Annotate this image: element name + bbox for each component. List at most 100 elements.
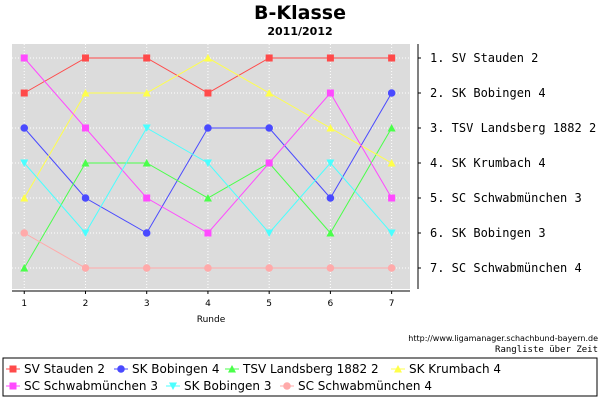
rank-label: 2. SK Bobingen 4 xyxy=(430,86,546,100)
data-point xyxy=(81,124,89,132)
series-sc-schwabm-nchen-3 xyxy=(20,54,396,237)
x-tick-label: 4 xyxy=(205,299,211,309)
data-point xyxy=(143,194,151,202)
data-point xyxy=(387,124,396,132)
legend: SV Stauden 2 SK Bobingen 4 TSV Landsberg 1… xyxy=(6,362,501,393)
data-point xyxy=(387,89,396,97)
rank-label: 3. TSV Landsberg 1882 2 xyxy=(430,121,596,135)
data-point xyxy=(142,124,151,132)
series-group xyxy=(20,54,396,272)
legend-swatch-marker xyxy=(394,365,402,373)
data-point xyxy=(265,54,273,62)
data-point xyxy=(20,54,28,62)
chart-title: B-Klasse xyxy=(254,2,346,24)
x-tick-label: 7 xyxy=(389,299,395,309)
data-point xyxy=(388,194,396,202)
x-tick-label: 2 xyxy=(83,299,89,309)
series-sk-bobingen-3 xyxy=(20,124,396,237)
rank-label: 7. SC Schwabmünchen 4 xyxy=(430,261,582,275)
x-tick-label: 3 xyxy=(144,299,150,309)
rank-label: 6. SK Bobingen 3 xyxy=(430,226,546,240)
data-point xyxy=(204,124,212,132)
data-point xyxy=(265,159,273,167)
rank-label: 1. SV Stauden 2 xyxy=(430,51,538,65)
legend-swatch-marker xyxy=(9,365,17,373)
credit-text: http://www.ligamanager.schachbund-bayern… xyxy=(408,334,598,343)
data-point xyxy=(387,264,396,272)
data-point xyxy=(20,229,29,237)
legend-label: SK Krumbach 4 xyxy=(409,362,501,376)
legend-swatch-marker xyxy=(283,382,291,390)
series-sk-krumbach-4 xyxy=(20,54,396,202)
data-point xyxy=(203,159,212,167)
data-point xyxy=(203,194,212,202)
data-point xyxy=(203,54,212,62)
legend-label: TSV Landsberg 1882 2 xyxy=(242,362,379,376)
data-point xyxy=(326,194,335,202)
data-point xyxy=(265,229,274,237)
data-point xyxy=(265,264,273,272)
data-point xyxy=(143,54,151,62)
data-point xyxy=(326,229,335,237)
data-point xyxy=(265,89,274,97)
data-point xyxy=(326,159,335,167)
legend-item: TSV Landsberg 1882 2 xyxy=(225,362,379,376)
data-point xyxy=(142,229,151,237)
data-point xyxy=(326,124,335,132)
data-point xyxy=(142,264,151,272)
data-point xyxy=(204,229,212,237)
data-point xyxy=(20,264,29,272)
data-point xyxy=(81,54,89,62)
series-sc-schwabm-nchen-4 xyxy=(20,229,396,272)
data-point xyxy=(81,264,90,272)
series-sv-stauden-2 xyxy=(20,54,396,97)
data-point xyxy=(326,54,334,62)
legend-label: SK Bobingen 3 xyxy=(184,379,272,393)
x-axis-label: Runde xyxy=(197,315,226,325)
data-point xyxy=(142,159,151,167)
data-point xyxy=(81,194,90,202)
legend-label: SC Schwabmünchen 3 xyxy=(24,379,158,393)
data-point xyxy=(81,89,90,97)
data-point xyxy=(20,159,29,167)
series-sk-bobingen-4 xyxy=(20,89,396,237)
legend-swatch-marker xyxy=(228,365,236,373)
data-point xyxy=(81,159,90,167)
legend-swatch-marker xyxy=(9,382,17,390)
x-tick-label: 1 xyxy=(21,299,27,309)
data-point xyxy=(387,159,396,167)
legend-swatch-marker xyxy=(169,382,177,390)
data-point xyxy=(20,124,29,132)
legend-label: SC Schwabmünchen 4 xyxy=(298,379,432,393)
chart-subtitle: 2011/2012 xyxy=(267,25,332,38)
data-point xyxy=(326,264,335,272)
legend-item: SV Stauden 2 xyxy=(6,362,105,376)
x-tick-label: 5 xyxy=(266,299,272,309)
legend-item: SC Schwabmünchen 4 xyxy=(280,379,432,393)
data-point xyxy=(387,229,396,237)
x-tick-label: 6 xyxy=(328,299,334,309)
data-point xyxy=(81,229,90,237)
data-point xyxy=(204,89,212,97)
final-ranking: 1. SV Stauden 2 2. SK Bobingen 4 3. TSV La… xyxy=(430,51,596,275)
legend-label: SK Bobingen 4 xyxy=(132,362,220,376)
legend-swatch-marker xyxy=(117,365,125,373)
data-point xyxy=(326,89,334,97)
legend-item: SK Bobingen 4 xyxy=(114,362,220,376)
data-point xyxy=(142,89,151,97)
data-point xyxy=(20,194,29,202)
rank-label: 4. SK Krumbach 4 xyxy=(430,156,546,170)
data-point xyxy=(204,264,212,272)
legend-item: SC Schwabmünchen 3 xyxy=(6,379,158,393)
data-point xyxy=(388,54,396,62)
legend-item: SK Bobingen 3 xyxy=(166,379,272,393)
legend-item: SK Krumbach 4 xyxy=(391,362,501,376)
legend-label: SV Stauden 2 xyxy=(24,362,105,376)
axes: 1 2 3 4 5 6 7 xyxy=(12,44,421,309)
legend-box xyxy=(2,357,598,397)
rank-label: 5. SC Schwabmünchen 3 xyxy=(430,191,582,205)
data-point xyxy=(20,89,28,97)
caption-text: Rangliste über Zeit xyxy=(495,345,598,355)
data-point xyxy=(265,124,273,132)
